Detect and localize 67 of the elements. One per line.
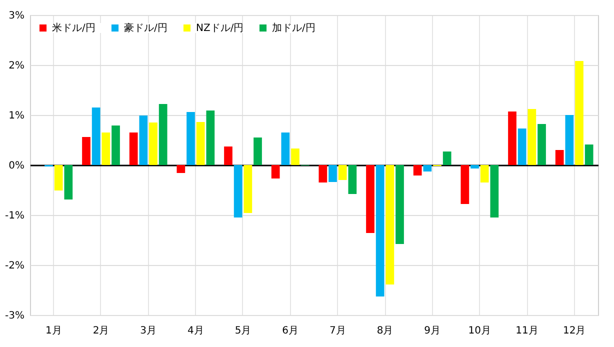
x-tick-label: 4月 [187, 326, 204, 336]
bar [291, 148, 300, 165]
bar [490, 165, 499, 218]
bar [538, 124, 546, 165]
bar [376, 165, 384, 296]
bar [82, 137, 90, 165]
legend-label: NZドル/円 [196, 23, 244, 34]
bar [470, 165, 479, 168]
x-tick-label: 6月 [282, 326, 299, 336]
x-tick-label: 2月 [92, 326, 110, 336]
x-tick-label: 7月 [329, 326, 346, 336]
x-tick-label: 5月 [234, 326, 252, 336]
bar [575, 61, 584, 165]
x-tick-label: 9月 [424, 326, 441, 336]
bar [584, 144, 594, 165]
bar [565, 115, 574, 165]
bar [338, 165, 347, 180]
bar [196, 122, 205, 165]
y-tick-label: 1% [8, 110, 24, 122]
bar [318, 165, 328, 182]
y-tick-label: 0% [8, 160, 24, 172]
bar [54, 165, 63, 190]
bar [528, 109, 536, 165]
bar [158, 104, 168, 165]
y-tick-label: 2% [8, 60, 24, 72]
bar [508, 112, 516, 165]
bar [396, 165, 404, 244]
bar [92, 108, 100, 165]
x-tick-label: 11月 [516, 326, 538, 336]
bar [366, 165, 374, 233]
y-tick-label: 3% [8, 10, 24, 22]
x-tick-label: 12月 [562, 326, 586, 336]
bar [518, 128, 526, 165]
bar [460, 165, 470, 204]
bar [139, 116, 148, 165]
bar [244, 165, 252, 213]
bar [176, 165, 186, 173]
x-tick-label: 3月 [140, 326, 157, 336]
bar [186, 112, 195, 165]
bar [224, 146, 232, 165]
bar [281, 132, 290, 165]
bar [386, 165, 394, 284]
bar [348, 165, 357, 194]
y-tick-label: -1% [5, 210, 24, 222]
x-tick-label: 10月 [468, 326, 492, 336]
bar [328, 165, 337, 182]
bar [413, 165, 422, 176]
bar [64, 165, 73, 200]
bar [149, 122, 158, 165]
bar [206, 110, 215, 165]
legend-label: 加ドル/円 [272, 22, 316, 34]
bar [271, 165, 280, 178]
legend-label: 豪ドル/円 [124, 22, 168, 34]
bar [423, 165, 432, 172]
bar [234, 165, 242, 218]
bar [442, 152, 452, 165]
bar [480, 165, 489, 182]
x-tick-label: 8月 [376, 326, 394, 336]
y-tick-label: -3% [5, 310, 24, 322]
x-tick-label: 1月 [45, 326, 62, 336]
legend-label: 米ドル/円 [52, 22, 96, 34]
bar [254, 138, 262, 165]
y-tick-label: -2% [5, 260, 24, 272]
bar [129, 132, 138, 165]
bar [102, 132, 110, 165]
bar [112, 126, 120, 165]
bar [555, 150, 564, 165]
